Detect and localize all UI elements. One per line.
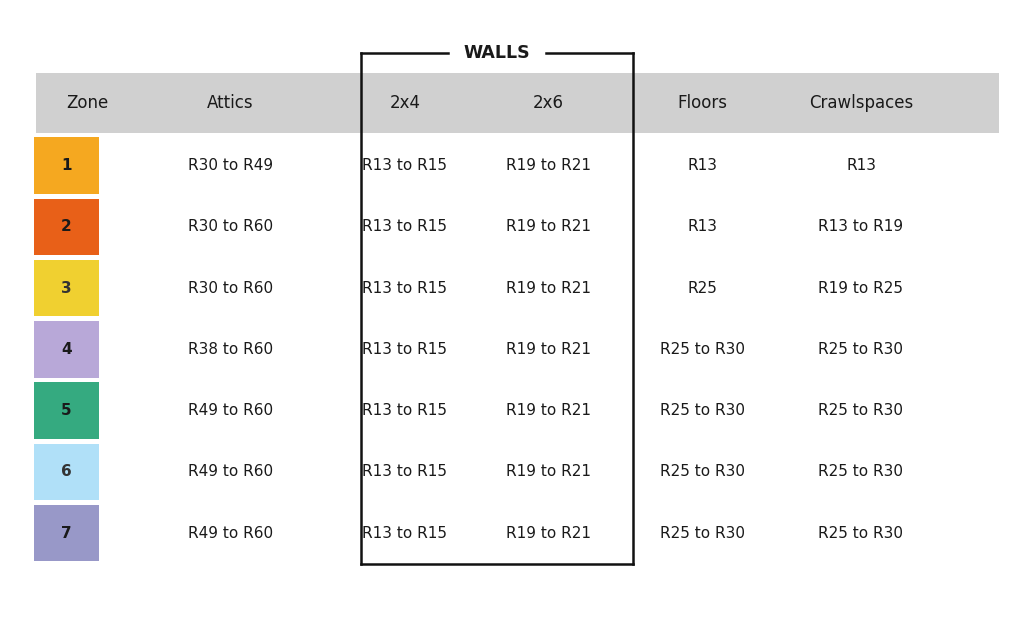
Text: R13: R13 <box>846 158 876 173</box>
Text: Attics: Attics <box>207 94 254 112</box>
Text: R49 to R60: R49 to R60 <box>188 464 274 479</box>
Text: R19 to R21: R19 to R21 <box>506 526 590 541</box>
Text: 2x6: 2x6 <box>533 94 564 112</box>
Text: R13 to R15: R13 to R15 <box>363 158 447 173</box>
Text: R30 to R49: R30 to R49 <box>188 158 274 173</box>
Text: R49 to R60: R49 to R60 <box>188 526 274 541</box>
Text: R25 to R30: R25 to R30 <box>660 342 744 357</box>
Text: 5: 5 <box>62 403 72 418</box>
Text: R25 to R30: R25 to R30 <box>660 403 744 418</box>
Text: 4: 4 <box>62 342 72 357</box>
Text: R25 to R30: R25 to R30 <box>819 403 903 418</box>
Text: 3: 3 <box>62 281 72 296</box>
Text: 2x4: 2x4 <box>390 94 420 112</box>
Text: R25 to R30: R25 to R30 <box>660 526 744 541</box>
Text: R13 to R19: R13 to R19 <box>818 219 904 234</box>
Text: 6: 6 <box>62 464 72 479</box>
Text: R19 to R21: R19 to R21 <box>506 464 590 479</box>
Text: R13 to R15: R13 to R15 <box>363 342 447 357</box>
Text: R30 to R60: R30 to R60 <box>188 219 274 234</box>
Text: R13 to R15: R13 to R15 <box>363 403 447 418</box>
Text: R19 to R21: R19 to R21 <box>506 342 590 357</box>
Text: R25 to R30: R25 to R30 <box>819 342 903 357</box>
Text: R25: R25 <box>687 281 717 296</box>
Text: Crawlspaces: Crawlspaces <box>809 94 913 112</box>
Text: R25 to R30: R25 to R30 <box>819 526 903 541</box>
Text: 1: 1 <box>62 158 72 173</box>
FancyBboxPatch shape <box>34 321 99 378</box>
FancyBboxPatch shape <box>34 138 99 194</box>
Text: WALLS: WALLS <box>463 44 531 62</box>
Text: R13 to R15: R13 to R15 <box>363 219 447 234</box>
FancyBboxPatch shape <box>34 382 99 439</box>
Text: 7: 7 <box>62 526 72 541</box>
Text: R38 to R60: R38 to R60 <box>188 342 274 357</box>
Text: R13 to R15: R13 to R15 <box>363 464 447 479</box>
Text: R19 to R21: R19 to R21 <box>506 219 590 234</box>
Text: R25 to R30: R25 to R30 <box>660 464 744 479</box>
Text: R49 to R60: R49 to R60 <box>188 403 274 418</box>
Text: R19 to R25: R19 to R25 <box>819 281 903 296</box>
Text: R13: R13 <box>687 158 717 173</box>
Text: Floors: Floors <box>678 94 727 112</box>
FancyBboxPatch shape <box>34 260 99 316</box>
Text: Zone: Zone <box>66 94 109 112</box>
Text: 2: 2 <box>62 219 72 234</box>
Text: R19 to R21: R19 to R21 <box>506 281 590 296</box>
FancyBboxPatch shape <box>34 444 99 500</box>
Bar <box>36 73 999 132</box>
Text: R13: R13 <box>687 219 717 234</box>
Text: R19 to R21: R19 to R21 <box>506 403 590 418</box>
Text: R30 to R60: R30 to R60 <box>188 281 274 296</box>
FancyBboxPatch shape <box>34 505 99 561</box>
Text: R13 to R15: R13 to R15 <box>363 281 447 296</box>
Text: R13 to R15: R13 to R15 <box>363 526 447 541</box>
FancyBboxPatch shape <box>34 199 99 255</box>
Text: R19 to R21: R19 to R21 <box>506 158 590 173</box>
Text: R25 to R30: R25 to R30 <box>819 464 903 479</box>
